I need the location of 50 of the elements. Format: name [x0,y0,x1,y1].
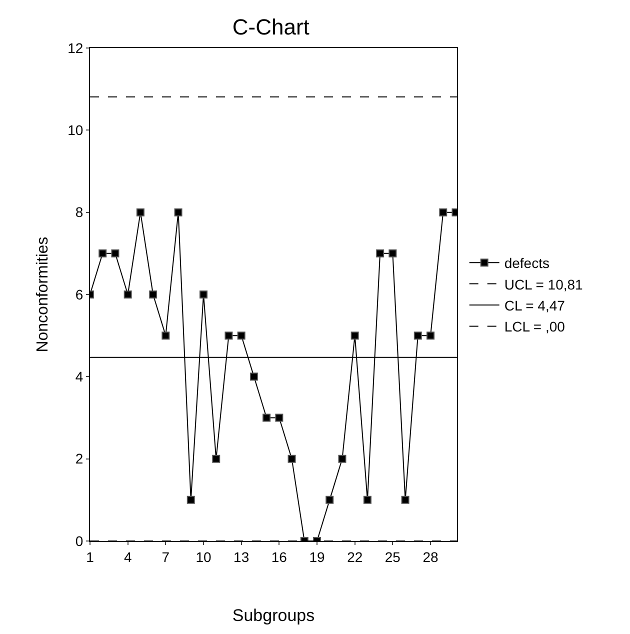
point [162,332,170,340]
point [124,290,132,298]
point [98,249,107,258]
chart-title: C-Chart [232,14,310,40]
x-tick-label: 10 [196,548,212,565]
x-tick-label: 19 [309,548,326,565]
point [376,249,384,258]
point [426,332,435,340]
point [363,496,372,504]
x-tick-label: 25 [384,548,401,565]
point [401,496,410,504]
point [212,454,220,463]
point [250,372,258,381]
x-tick-label: 13 [234,548,250,565]
legend-label: defects [504,255,550,272]
point [275,414,284,422]
point [136,208,144,216]
point [174,208,182,216]
point [186,496,195,504]
x-tick-label: 7 [162,548,170,565]
point [149,290,158,298]
point [414,332,422,340]
legend-label: LCL = ,00 [504,318,566,335]
x-tick-label: 28 [422,548,439,565]
legend-label: UCL = 10,81 [504,276,584,292]
x-tick-label: 4 [124,548,132,565]
y-tick-label: 4 [75,368,84,385]
y-tick-label: 12 [68,40,84,56]
point [388,249,397,258]
point [350,332,359,340]
point [200,290,208,298]
y-tick-label: 8 [75,204,84,220]
y-tick-label: 2 [75,450,84,467]
x-tick-label: 16 [271,548,288,565]
point [326,496,334,504]
y-tick-label: 6 [75,286,84,302]
point [224,332,233,340]
y-tick-label: 10 [68,122,84,138]
point [288,454,296,463]
x-tick-label: 1 [86,548,94,565]
x-tick-label: 22 [347,548,363,565]
point [439,208,448,216]
point [237,332,246,340]
point [262,414,271,422]
point [111,249,120,258]
legend-label: CL = 4,47 [504,297,566,314]
x-axis-title: Subgroups [232,606,315,626]
y-tick-label: 0 [75,532,84,549]
point [338,454,346,463]
y-axis-title: Nonconformities [34,236,52,352]
